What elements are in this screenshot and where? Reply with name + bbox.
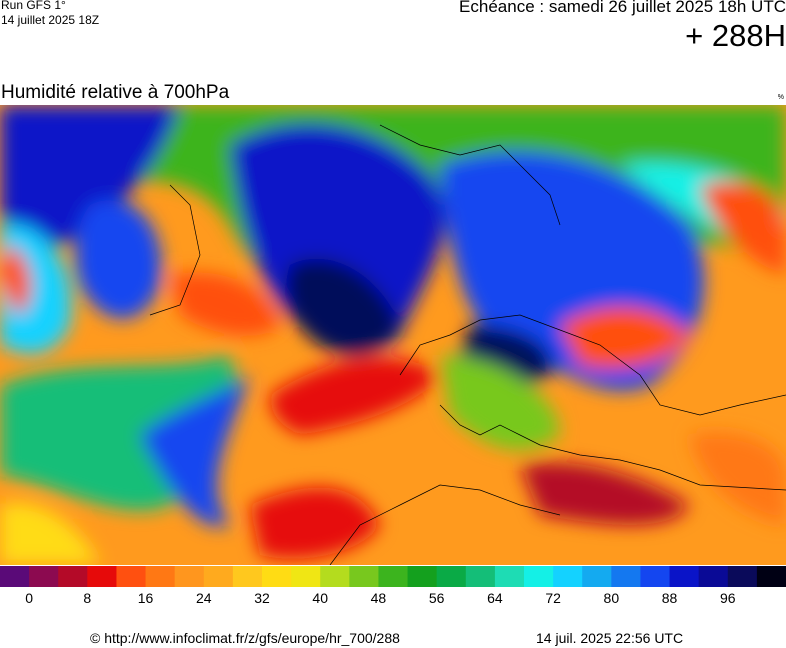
colorbar-swatch xyxy=(553,566,583,587)
map-title: Humidité relative à 700hPa xyxy=(1,82,230,103)
colorbar-swatch xyxy=(203,566,234,587)
run-label: Run GFS 1° xyxy=(1,0,66,12)
colorbar-swatch xyxy=(29,566,59,587)
colorbar-swatch xyxy=(58,566,88,587)
colorbar-tick-label: 40 xyxy=(312,590,328,606)
colorbar-swatch xyxy=(145,566,176,587)
colorbar-tick-label: 8 xyxy=(83,590,91,606)
run-date: 14 juillet 2025 18Z xyxy=(1,13,100,27)
colorbar-swatch xyxy=(727,566,758,587)
colorbar-swatch xyxy=(320,566,350,587)
colorbar-swatch xyxy=(174,566,205,587)
source: © http://www.infoclimat.fr/z/gfs/europe/… xyxy=(90,630,400,646)
colorbar-tick-label: 32 xyxy=(254,590,270,606)
colorbar-swatch xyxy=(262,566,292,587)
colorbar-tick-label: 72 xyxy=(545,590,561,606)
colorbar-swatch xyxy=(407,566,438,587)
unit: % xyxy=(777,94,784,101)
colorbar-swatch xyxy=(87,566,117,587)
colorbar-tick-label: 64 xyxy=(487,590,503,606)
colorbar-tick-label: 24 xyxy=(196,590,212,606)
colorbar-swatch xyxy=(582,566,612,587)
colorbar-swatch xyxy=(291,566,321,587)
colorbar-swatch xyxy=(116,566,147,587)
colorbar-tick-label: 96 xyxy=(720,590,736,606)
coastlines xyxy=(149,124,786,565)
colorbar-swatch xyxy=(232,566,263,587)
colorbar-swatch xyxy=(611,566,641,587)
humidity-map xyxy=(0,105,786,565)
colorbar-tick-label: 80 xyxy=(604,590,620,606)
colorbar-swatch xyxy=(378,566,409,587)
colorbar-tick-label: 56 xyxy=(429,590,445,606)
colorbar-swatch xyxy=(0,566,30,587)
generated-time: 14 juil. 2025 22:56 UTC xyxy=(536,630,684,646)
colorbar-tick-label: 0 xyxy=(25,590,33,606)
colorbar-swatch xyxy=(640,566,671,587)
colorbar-tick-label: 48 xyxy=(371,590,387,606)
colorbar-swatch xyxy=(494,566,525,587)
colorbar-tick-label: 88 xyxy=(662,590,678,606)
colorbar-swatch xyxy=(436,566,467,587)
colorbar-swatch xyxy=(669,566,700,587)
colorbar-tick-label: 16 xyxy=(138,590,154,606)
colorbar-swatch xyxy=(524,566,554,587)
colorbar-swatch xyxy=(756,566,786,587)
colorbar: 0 8 16 24 32 40 48 56 64 72 80 88 96 xyxy=(0,566,786,606)
colorbar-swatch xyxy=(465,566,496,587)
colorbar-swatch xyxy=(698,566,729,587)
valid-time: Echéance : samedi 26 juillet 2025 18h UT… xyxy=(459,0,786,16)
colorbar-swatch xyxy=(349,566,379,587)
lead-time: + 288H xyxy=(685,18,786,53)
